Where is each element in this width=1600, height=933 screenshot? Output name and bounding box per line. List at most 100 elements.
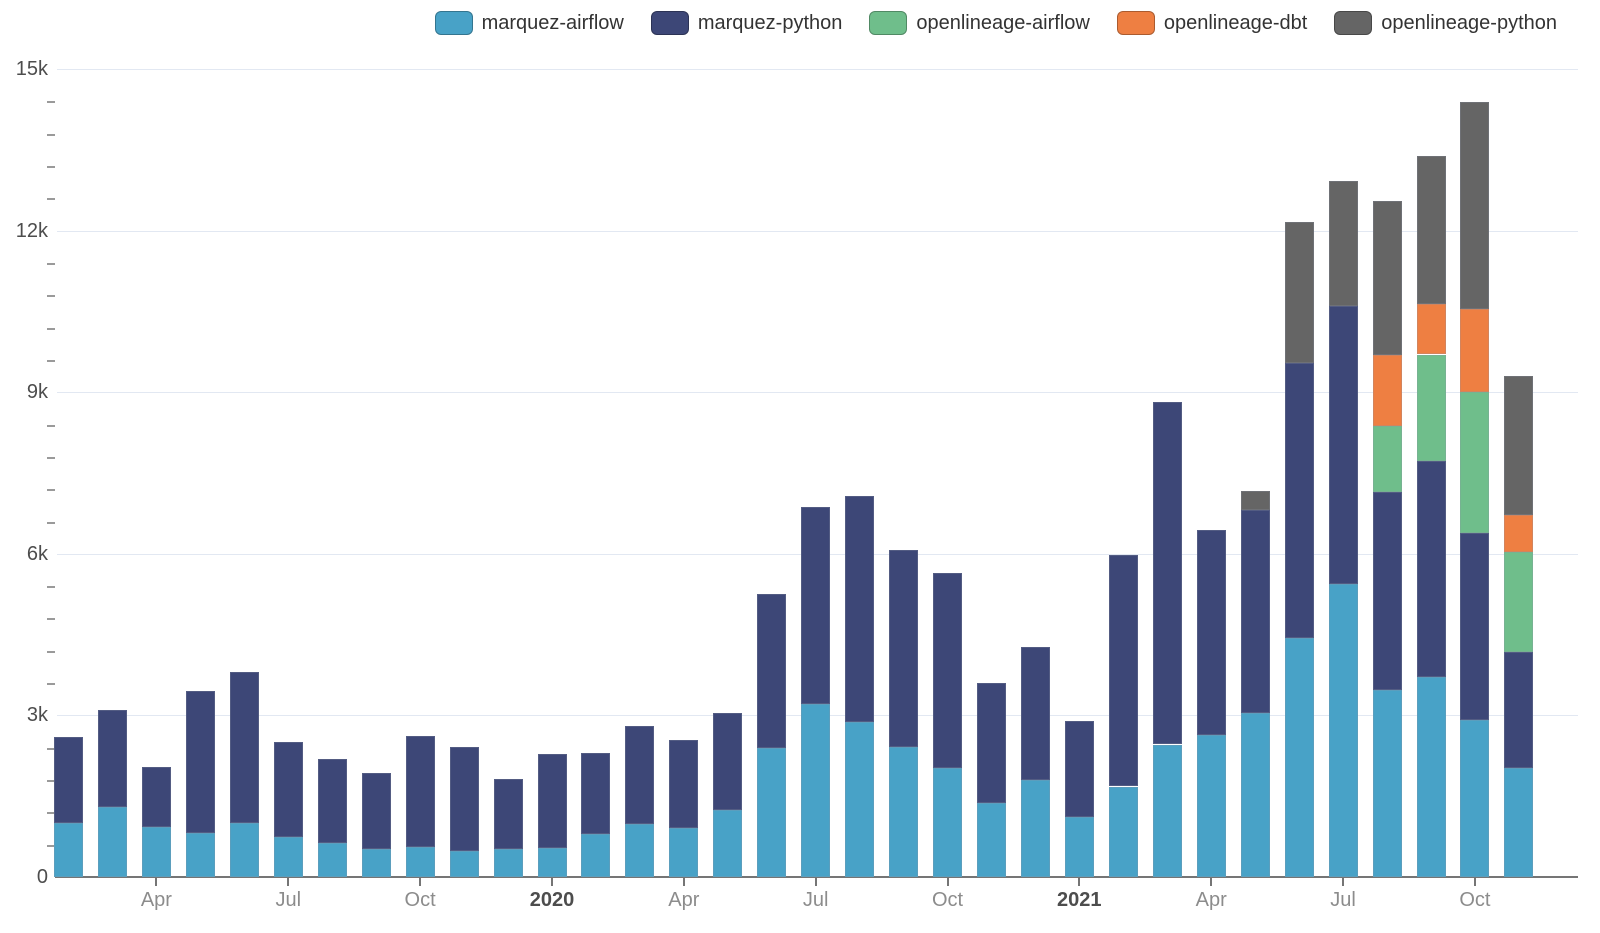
bar-segment-marquez-airflow[interactable] — [1284, 638, 1314, 877]
bar-segment-marquez-python[interactable] — [537, 753, 567, 848]
legend-item-openlineage-airflow[interactable]: openlineage-airflow — [869, 10, 1090, 36]
y-axis-label: 15k — [15, 58, 48, 80]
bar-segment-marquez-python[interactable] — [361, 772, 391, 849]
bar-segment-marquez-airflow[interactable] — [845, 721, 875, 877]
bar-segment-openlineage-python[interactable] — [1416, 155, 1446, 305]
bar-segment-marquez-airflow[interactable] — [669, 828, 699, 877]
bar-segment-marquez-airflow[interactable] — [1460, 719, 1490, 877]
bar-segment-marquez-airflow[interactable] — [273, 836, 303, 877]
bar-segment-openlineage-python[interactable] — [1504, 375, 1534, 515]
bar-segment-marquez-python[interactable] — [54, 736, 83, 824]
bar-segment-marquez-python[interactable] — [449, 747, 479, 852]
bar-segment-marquez-python[interactable] — [1064, 721, 1094, 817]
legend-item-openlineage-python[interactable]: openlineage-python — [1334, 10, 1557, 36]
bar-segment-marquez-airflow[interactable] — [449, 851, 479, 877]
bar-segment-marquez-airflow[interactable] — [713, 809, 743, 877]
bar-segment-marquez-python[interactable] — [1152, 402, 1182, 745]
y-minor-tick — [47, 133, 55, 136]
bar-segment-openlineage-dbt[interactable] — [1372, 354, 1402, 426]
bar-segment-marquez-airflow[interactable] — [1020, 779, 1050, 877]
bar-segment-marquez-python[interactable] — [1108, 554, 1138, 787]
bar-segment-marquez-airflow[interactable] — [933, 767, 962, 877]
bar-segment-marquez-python[interactable] — [229, 672, 259, 824]
bar-segment-marquez-python[interactable] — [845, 495, 875, 722]
y-axis-label: 0 — [36, 866, 48, 888]
bar-segment-marquez-python[interactable] — [1416, 460, 1446, 678]
legend-swatch-icon — [1334, 11, 1373, 35]
bar-segment-marquez-airflow[interactable] — [229, 823, 259, 877]
bar-segment-marquez-airflow[interactable] — [537, 847, 567, 877]
bar-segment-marquez-python[interactable] — [1328, 306, 1358, 584]
bar-segment-openlineage-python[interactable] — [1460, 102, 1490, 310]
legend-label: openlineage-python — [1381, 12, 1557, 34]
bar-segment-marquez-python[interactable] — [98, 710, 127, 807]
bar-segment-marquez-airflow[interactable] — [54, 823, 83, 877]
bar-segment-marquez-python[interactable] — [1240, 509, 1270, 714]
bar-segment-marquez-airflow[interactable] — [405, 846, 435, 877]
bar-segment-openlineage-airflow[interactable] — [1416, 354, 1446, 461]
bar-segment-marquez-airflow[interactable] — [185, 832, 215, 877]
bar-segment-marquez-python[interactable] — [317, 759, 347, 843]
bar-segment-marquez-python[interactable] — [405, 735, 435, 847]
bar-segment-marquez-python[interactable] — [1196, 529, 1226, 736]
bar-segment-marquez-airflow[interactable] — [1372, 689, 1402, 877]
bar-segment-marquez-python[interactable] — [889, 550, 919, 747]
bar-segment-marquez-airflow[interactable] — [801, 704, 831, 877]
y-minor-tick — [47, 166, 55, 168]
bar-segment-openlineage-python[interactable] — [1284, 222, 1314, 363]
bar-segment-marquez-python[interactable] — [185, 690, 215, 833]
bar-segment-marquez-airflow[interactable] — [1196, 735, 1226, 877]
bar-segment-marquez-python[interactable] — [141, 766, 171, 827]
bar-segment-openlineage-python[interactable] — [1372, 201, 1402, 355]
bar-segment-marquez-airflow[interactable] — [1152, 744, 1182, 877]
bar-segment-marquez-python[interactable] — [1372, 491, 1402, 690]
bar-segment-openlineage-dbt[interactable] — [1504, 515, 1534, 553]
bar-segment-marquez-python[interactable] — [1020, 646, 1050, 780]
legend-swatch-icon — [1116, 11, 1155, 35]
bar-segment-marquez-airflow[interactable] — [141, 826, 171, 877]
bar-segment-marquez-python[interactable] — [1504, 652, 1534, 768]
bar-segment-marquez-python[interactable] — [801, 506, 831, 705]
bar-segment-marquez-airflow[interactable] — [1504, 767, 1534, 877]
bar-segment-marquez-python[interactable] — [713, 713, 743, 810]
bar-segment-marquez-airflow[interactable] — [361, 849, 391, 877]
bar-segment-marquez-airflow[interactable] — [625, 823, 655, 877]
legend-item-openlineage-dbt[interactable]: openlineage-dbt — [1116, 10, 1307, 36]
bar-segment-openlineage-dbt[interactable] — [1460, 309, 1490, 392]
x-axis-label: Oct — [931, 889, 964, 911]
bar-segment-marquez-python[interactable] — [669, 739, 699, 828]
bar-segment-marquez-airflow[interactable] — [889, 746, 919, 877]
y-minor-tick — [47, 198, 55, 201]
bar-segment-marquez-python[interactable] — [933, 573, 962, 768]
bar-segment-openlineage-airflow[interactable] — [1372, 425, 1402, 492]
bar-segment-marquez-airflow[interactable] — [1416, 677, 1446, 877]
bar-segment-marquez-python[interactable] — [625, 725, 655, 824]
bar-segment-openlineage-dbt[interactable] — [1416, 304, 1446, 355]
y-minor-tick — [47, 359, 55, 362]
bar-segment-marquez-python[interactable] — [581, 752, 611, 834]
bar-segment-openlineage-python[interactable] — [1240, 491, 1270, 510]
bar-segment-marquez-airflow[interactable] — [317, 843, 347, 877]
legend-item-marquez-airflow[interactable]: marquez-airflow — [434, 10, 624, 36]
bar-segment-marquez-airflow[interactable] — [493, 849, 523, 877]
bar-segment-marquez-airflow[interactable] — [581, 833, 611, 877]
bar-segment-marquez-airflow[interactable] — [1240, 713, 1270, 877]
bar-segment-openlineage-airflow[interactable] — [1504, 552, 1534, 653]
bar-segment-marquez-python[interactable] — [1284, 362, 1314, 639]
bar-segment-marquez-airflow[interactable] — [1108, 786, 1138, 877]
bar-segment-marquez-python[interactable] — [1460, 533, 1490, 720]
bar-segment-openlineage-python[interactable] — [1328, 180, 1358, 306]
bar-segment-marquez-python[interactable] — [977, 683, 1006, 803]
legend-swatch-icon — [434, 11, 473, 35]
bar-segment-marquez-airflow[interactable] — [1328, 584, 1358, 877]
bar-segment-marquez-airflow[interactable] — [1064, 816, 1094, 877]
bar-segment-marquez-airflow[interactable] — [98, 807, 127, 877]
bar-segment-marquez-airflow[interactable] — [757, 747, 787, 877]
bar-segment-marquez-python[interactable] — [757, 594, 787, 748]
bar-segment-marquez-airflow[interactable] — [977, 802, 1006, 877]
bar-segment-openlineage-airflow[interactable] — [1460, 391, 1490, 534]
legend-item-marquez-python[interactable]: marquez-python — [650, 10, 842, 36]
bar-segment-marquez-python[interactable] — [493, 779, 523, 849]
bar-segment-marquez-python[interactable] — [273, 742, 303, 837]
x-axis-tick — [946, 878, 949, 886]
